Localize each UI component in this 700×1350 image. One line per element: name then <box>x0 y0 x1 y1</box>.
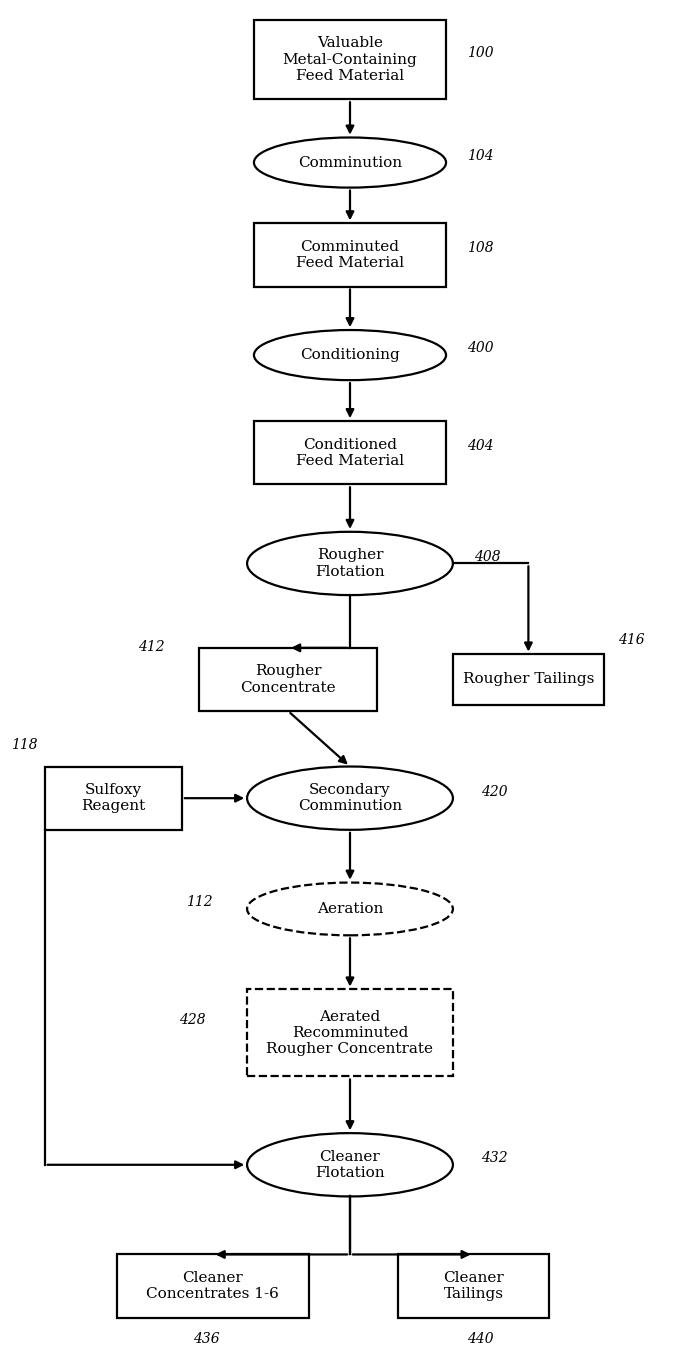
Ellipse shape <box>254 138 446 188</box>
Text: 436: 436 <box>193 1332 219 1346</box>
Text: 408: 408 <box>474 549 500 564</box>
Text: 118: 118 <box>10 738 37 752</box>
Text: Cleaner
Flotation: Cleaner Flotation <box>315 1150 385 1180</box>
FancyBboxPatch shape <box>254 223 446 286</box>
Text: 104: 104 <box>467 148 494 163</box>
Text: Aerated
Recomminuted
Rougher Concentrate: Aerated Recomminuted Rougher Concentrate <box>267 1010 433 1056</box>
Ellipse shape <box>247 883 453 936</box>
Text: 412: 412 <box>138 640 164 653</box>
FancyBboxPatch shape <box>199 648 377 711</box>
FancyBboxPatch shape <box>247 990 453 1076</box>
Text: 428: 428 <box>179 1012 206 1027</box>
Text: Rougher
Flotation: Rougher Flotation <box>315 548 385 579</box>
Text: Comminuted
Feed Material: Comminuted Feed Material <box>296 240 404 270</box>
Text: Rougher
Concentrate: Rougher Concentrate <box>240 664 336 695</box>
Text: Secondary
Comminution: Secondary Comminution <box>298 783 402 813</box>
Text: 404: 404 <box>467 439 494 454</box>
Text: Aeration: Aeration <box>317 902 383 915</box>
Text: Cleaner
Concentrates 1-6: Cleaner Concentrates 1-6 <box>146 1270 279 1301</box>
Text: 108: 108 <box>467 242 494 255</box>
Ellipse shape <box>254 329 446 381</box>
Text: 440: 440 <box>467 1332 494 1346</box>
Text: 432: 432 <box>481 1152 508 1165</box>
Text: 400: 400 <box>467 342 494 355</box>
Text: Valuable
Metal-Containing
Feed Material: Valuable Metal-Containing Feed Material <box>283 36 417 82</box>
FancyBboxPatch shape <box>398 1254 549 1318</box>
Ellipse shape <box>247 532 453 595</box>
FancyBboxPatch shape <box>45 767 182 830</box>
Text: Conditioning: Conditioning <box>300 348 400 362</box>
Text: Conditioned
Feed Material: Conditioned Feed Material <box>296 437 404 467</box>
Text: 100: 100 <box>467 46 494 61</box>
Text: Sulfoxy
Reagent: Sulfoxy Reagent <box>81 783 146 813</box>
Text: Cleaner
Tailings: Cleaner Tailings <box>443 1270 504 1301</box>
Text: 420: 420 <box>481 784 508 799</box>
Ellipse shape <box>247 767 453 830</box>
Ellipse shape <box>247 1133 453 1196</box>
FancyBboxPatch shape <box>117 1254 309 1318</box>
Text: 416: 416 <box>618 633 645 647</box>
FancyBboxPatch shape <box>254 20 446 100</box>
Text: Comminution: Comminution <box>298 155 402 170</box>
FancyBboxPatch shape <box>254 421 446 485</box>
FancyBboxPatch shape <box>453 655 604 705</box>
Text: Rougher Tailings: Rougher Tailings <box>463 672 594 687</box>
Text: 112: 112 <box>186 895 212 910</box>
